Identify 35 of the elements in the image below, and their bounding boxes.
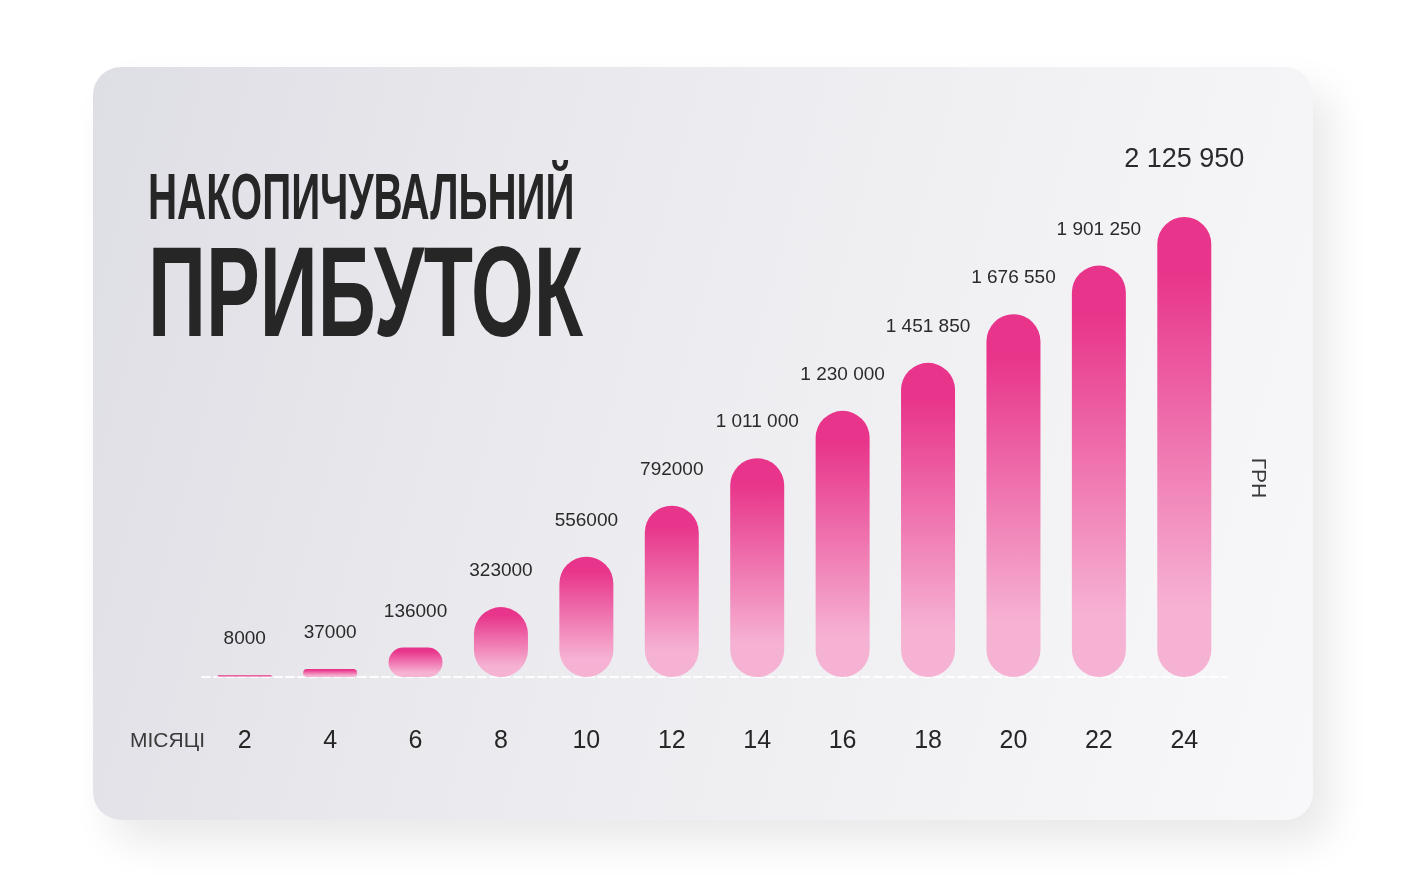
bar (1071, 265, 1126, 677)
y-axis-title: ГРН (1248, 457, 1271, 499)
data-label: 1 676 550 (971, 266, 1056, 288)
data-label: 8000 (223, 627, 266, 649)
x-tick-label: 14 (743, 724, 772, 753)
data-label: 792000 (640, 457, 704, 479)
x-tick-label: 20 (999, 724, 1028, 753)
x-tick-label: 12 (657, 724, 686, 753)
data-label: 323000 (469, 559, 533, 581)
x-axis-title: МІСЯЦІ (129, 727, 205, 751)
bar (644, 505, 699, 677)
data-label: 556000 (554, 508, 619, 530)
bar (986, 314, 1041, 677)
bar (901, 362, 956, 677)
x-tick-label: 2 (237, 724, 252, 753)
x-tick-label: 8 (494, 724, 508, 753)
chart-title: НАКОПИЧУВАЛЬНИЙ ПРИБУТОК (148, 160, 584, 364)
x-tick-label: 10 (572, 724, 601, 753)
data-label: 2 125 950 (1124, 142, 1245, 173)
x-tick-label: 22 (1084, 724, 1113, 753)
data-label: 1 451 850 (885, 314, 971, 336)
x-tick-label: 16 (828, 724, 857, 753)
bar (730, 458, 785, 677)
x-tick-label: 24 (1170, 724, 1199, 753)
data-label: 1 230 000 (800, 362, 885, 384)
bar (303, 668, 358, 677)
x-tick-label: 4 (323, 724, 338, 753)
x-tick-label: 18 (914, 724, 942, 753)
data-label: 1 011 000 (715, 410, 799, 432)
bar (815, 410, 870, 677)
data-label: 1 901 250 (1056, 217, 1142, 239)
x-tick-label: 6 (408, 724, 423, 753)
data-label: 136000 (383, 599, 448, 621)
data-label: 37000 (303, 620, 357, 642)
bar (1157, 217, 1212, 677)
